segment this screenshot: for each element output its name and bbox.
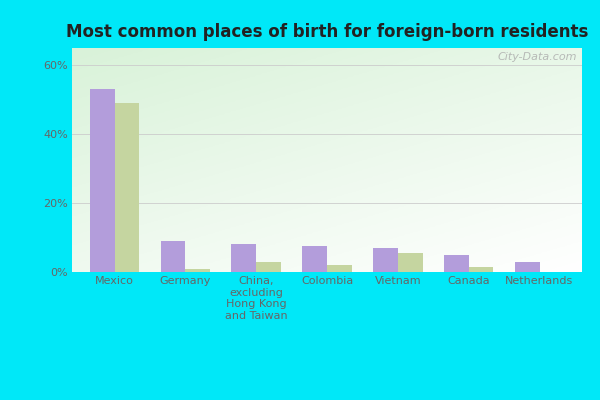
Bar: [256, 262, 281, 272]
Title: Most common places of birth for foreign-born residents: Most common places of birth for foreign-…: [66, 23, 588, 41]
Bar: [469, 267, 493, 272]
Bar: [444, 255, 469, 272]
Bar: [327, 265, 352, 272]
Bar: [185, 268, 210, 272]
Bar: [398, 253, 422, 272]
Bar: [373, 248, 398, 272]
Bar: [302, 246, 327, 272]
Bar: [161, 241, 185, 272]
Bar: [515, 262, 539, 272]
Bar: [90, 89, 115, 272]
Text: City-Data.com: City-Data.com: [497, 52, 577, 62]
Bar: [232, 244, 256, 272]
Bar: [115, 103, 139, 272]
